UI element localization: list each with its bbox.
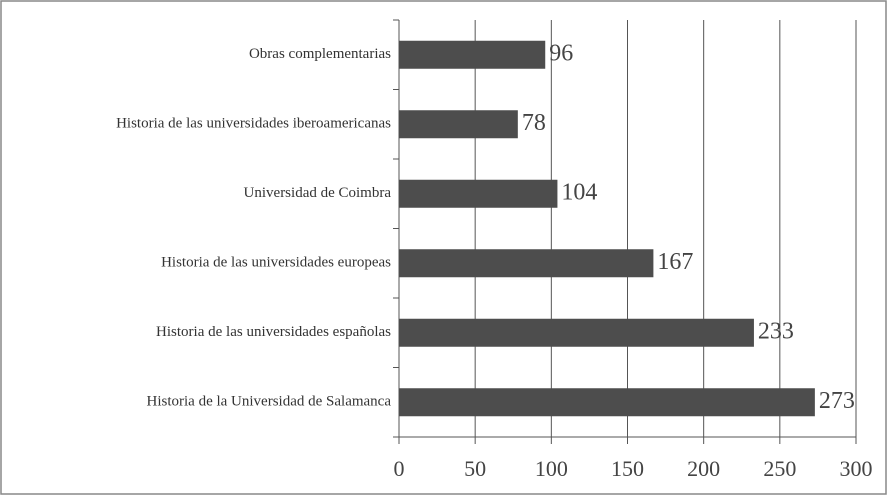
- y-tick-label: Universidad de Coimbra: [244, 185, 392, 201]
- x-tick-label: 300: [840, 456, 873, 481]
- value-label: 167: [657, 249, 693, 275]
- y-tick-label: Historia de la Universidad de Salamanca: [147, 394, 392, 410]
- bar: [399, 318, 754, 347]
- x-tick-label: 200: [687, 456, 720, 481]
- bar: [399, 179, 558, 208]
- bar: [399, 249, 654, 278]
- y-tick-label: Historia de las universidades españolas: [156, 324, 391, 340]
- y-tick-label: Historia de las universidades europeas: [161, 255, 391, 271]
- x-tick-label: 50: [464, 456, 486, 481]
- x-tick-label: 100: [535, 456, 568, 481]
- x-tick-label: 0: [394, 456, 405, 481]
- y-tick-label: Obras complementarias: [249, 46, 391, 62]
- y-tick-label: Historia de las universidades iberoameri…: [116, 116, 391, 132]
- x-tick-label: 250: [763, 456, 796, 481]
- bar: [399, 388, 815, 417]
- bar: [399, 40, 546, 69]
- x-tick-label: 150: [611, 456, 644, 481]
- value-label: 104: [561, 179, 597, 205]
- value-label: 78: [522, 110, 546, 136]
- value-label: 96: [549, 40, 573, 66]
- value-label: 233: [758, 318, 794, 344]
- bar: [399, 110, 518, 139]
- value-label: 273: [819, 388, 855, 414]
